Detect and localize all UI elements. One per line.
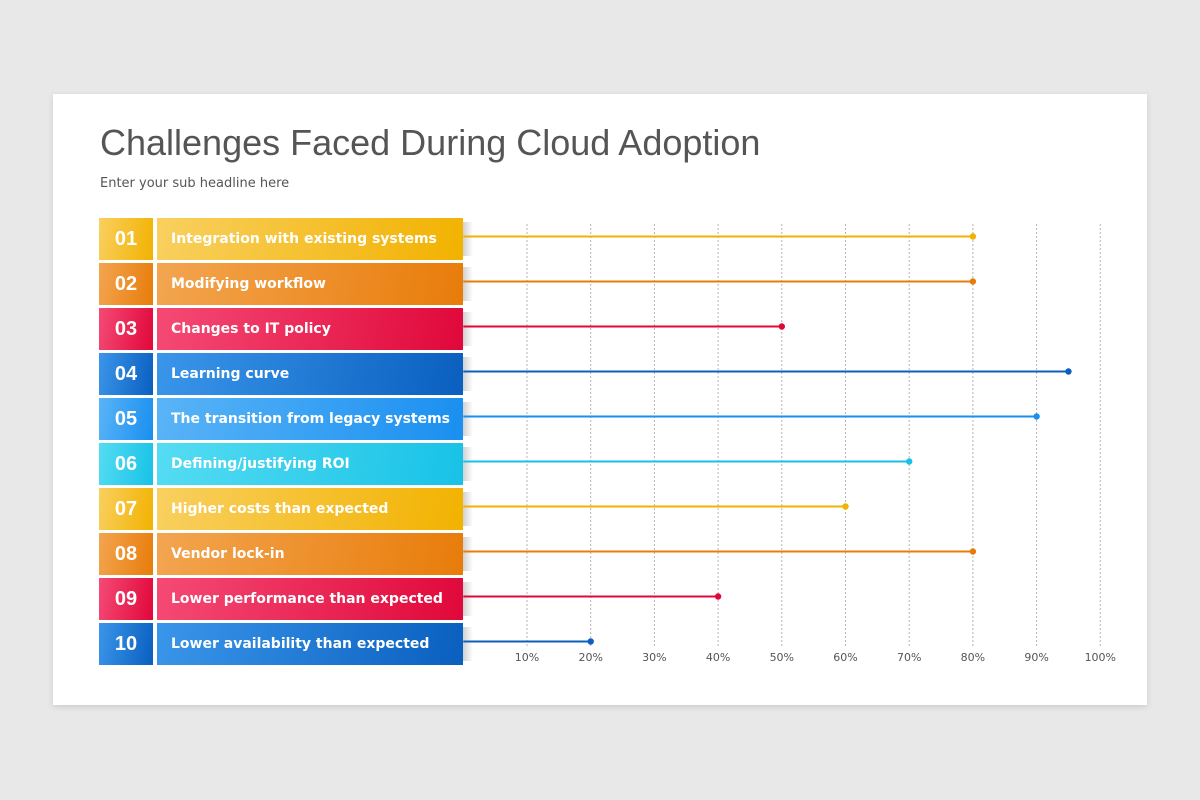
row-number: 09 [99,578,153,620]
x-tick-label: 20% [578,651,602,664]
value-dot [587,638,594,645]
row-shadow [463,537,473,571]
row-number: 01 [99,218,153,260]
x-tick-label: 80% [961,651,985,664]
page-title: Challenges Faced During Cloud Adoption [100,122,761,163]
row-label: The transition from legacy systems [157,398,463,440]
row-number: 10 [99,623,153,665]
row-shadow [463,627,473,661]
value-dot [906,458,913,465]
category-row: 03 Changes to IT policy [99,308,473,350]
x-tick-label: 50% [770,651,794,664]
row-number: 05 [99,398,153,440]
row-label: Changes to IT policy [157,308,463,350]
row-shadow [463,402,473,436]
x-tick-label: 70% [897,651,921,664]
value-dot [778,323,785,330]
value-dot [842,503,849,510]
category-row: 10 Lower availability than expected [99,623,473,665]
category-row: 06 Defining/justifying ROI [99,443,473,485]
row-shadow [463,492,473,526]
row-shadow [463,447,473,481]
category-row: 04 Learning curve [99,353,473,395]
row-number: 06 [99,443,153,485]
row-number: 07 [99,488,153,530]
row-label: Integration with existing systems [157,218,463,260]
value-dot [714,593,722,600]
x-tick-label: 10% [515,651,539,664]
row-label: Higher costs than expected [157,488,463,530]
x-tick-label: 60% [833,651,857,664]
x-tick-label: 30% [642,651,666,664]
category-row: 01 Integration with existing systems [99,218,473,260]
row-number: 08 [99,533,153,575]
row-label: Lower availability than expected [157,623,463,665]
x-tick-label: 90% [1024,651,1048,664]
value-dot [969,233,977,240]
x-tick-label: 40% [706,651,730,664]
value-dot [1033,413,1040,420]
category-row: 05 The transition from legacy systems [99,398,473,440]
row-label: Lower performance than expected [157,578,463,620]
row-label: Vendor lock-in [157,533,463,575]
row-label: Modifying workflow [157,263,463,305]
row-label: Defining/justifying ROI [157,443,463,485]
row-number: 04 [99,353,153,395]
row-label: Learning curve [157,353,463,395]
row-shadow [463,582,473,616]
value-dot [969,278,977,285]
category-row: 07 Higher costs than expected [99,488,473,530]
category-row: 09 Lower performance than expected [99,578,473,620]
row-number: 03 [99,308,153,350]
x-tick-label: 100% [1085,651,1116,664]
row-shadow [463,267,473,301]
page-subtitle: Enter your sub headline here [100,176,290,191]
category-row: 02 Modifying workflow [99,263,473,305]
value-dot [1065,368,1072,375]
row-shadow [463,222,473,256]
row-shadow [463,357,473,391]
row-shadow [463,312,473,346]
category-row: 08 Vendor lock-in [99,533,473,575]
row-number: 02 [99,263,153,305]
value-dot [969,548,977,555]
